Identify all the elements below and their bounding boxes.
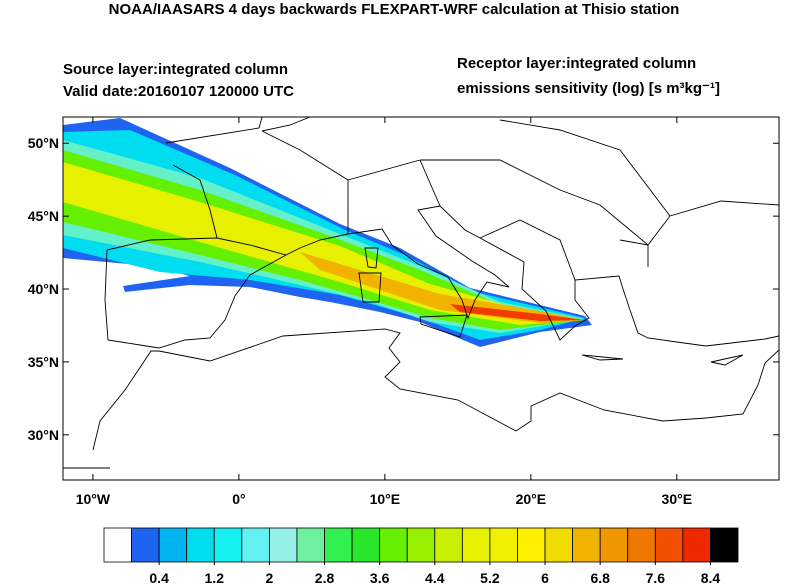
colorbar-label: 4.4 [425,570,445,585]
colorbar-label: 0.4 [149,570,169,585]
y-tick-label: 30°N [28,427,59,443]
coastlines [63,117,779,469]
colorbar-label: 1.2 [205,570,225,585]
colorbar-box [461,527,491,563]
colorbar-box [158,527,188,563]
title: NOAA/IAASARS 4 days backwards FLEXPART-W… [109,1,680,18]
y-tick-label: 40°N [28,281,59,297]
units: emissions sensitivity (log) [s m³kg⁻¹] [457,80,720,97]
colorbar-box [599,527,629,563]
colorbar-label: 3.6 [370,570,390,585]
colorbar-box [654,527,684,563]
colorbar-label: 6 [541,570,549,585]
colorbar-label: 2.8 [315,570,335,585]
y-tick-label: 45°N [28,208,59,224]
colorbar-box [186,527,215,563]
receptor-layer: Receptor layer:integrated column [457,55,696,72]
colorbar-box [131,527,160,563]
colorbar-label: 2 [265,570,273,585]
colorbar-box [572,527,601,563]
colorbar-box [241,527,270,563]
y-tick-label: 35°N [28,354,59,370]
colorbar-box [434,527,463,563]
x-tick-label: 10°W [76,491,111,507]
colorbar-box [324,527,353,563]
plume [63,118,592,347]
colorbar-label: 6.8 [590,570,610,585]
x-tick-label: 10°E [370,491,401,507]
colorbar-box [627,527,656,563]
x-tick-label: 30°E [662,491,693,507]
x-tick-label: 20°E [516,491,547,507]
colorbar-box [213,527,243,563]
source-layer: Source layer:integrated column [63,61,288,78]
colorbar-box [544,527,574,563]
colorbar-box [103,527,132,563]
colorbar-box [682,527,711,563]
colorbar-box [351,527,381,563]
colorbar-box [268,527,298,563]
colorbar-box [406,527,436,563]
map-area [63,117,779,469]
colorbar-box [517,527,546,563]
x-tick-label: 0° [232,491,245,507]
colorbar-box [489,527,518,563]
colorbar-box [710,527,739,563]
colorbar-label: 8.4 [701,570,721,585]
colorbar-box [296,527,325,563]
colorbar-label: 5.2 [480,570,500,585]
valid-date: Valid date:20160107 120000 UTC [63,83,294,100]
y-tick-label: 50°N [28,135,59,151]
map-frame [62,116,780,481]
colorbar-label: 7.6 [646,570,666,585]
colorbar-box [379,527,408,563]
